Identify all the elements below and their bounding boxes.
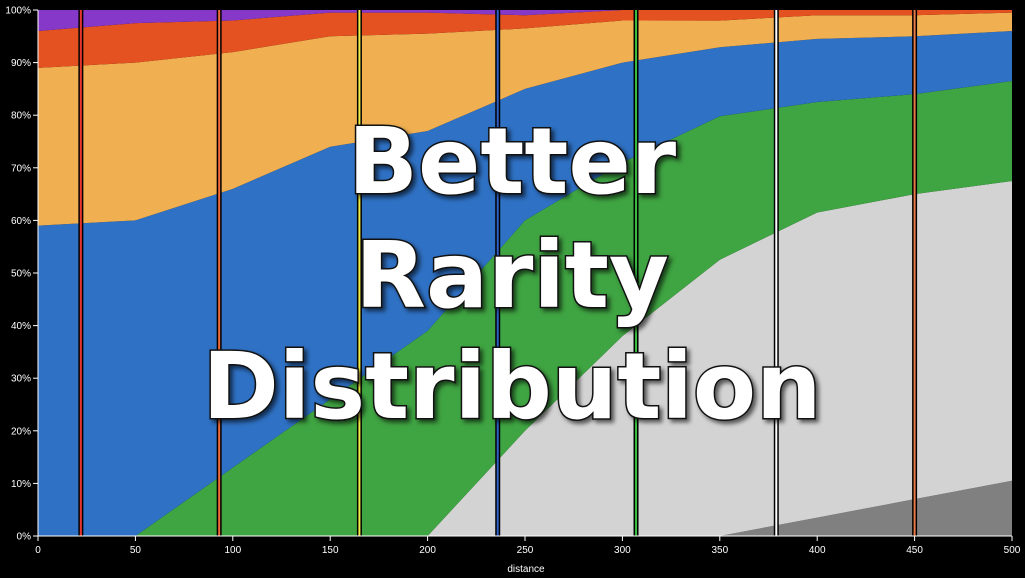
- overlay-title-line-3: Distribution: [202, 333, 821, 440]
- x-tick-label: 250: [517, 545, 534, 556]
- area-series-2: [38, 180, 1012, 536]
- x-tick-label: 100: [224, 545, 241, 556]
- y-tick-label: 90%: [11, 58, 31, 69]
- y-tick-label: 30%: [11, 374, 31, 385]
- y-tick-label: 80%: [11, 111, 31, 122]
- y-ticks: 0% 10% 20% 30% 40% 50% 60% 70% 80% 90% 100%: [5, 6, 38, 543]
- x-tick-label: 200: [419, 545, 436, 556]
- x-tick-label: 400: [809, 545, 826, 556]
- area-series-6: [38, 10, 1012, 68]
- overlay-title-line-1: Better: [348, 108, 677, 215]
- area-series-5: [38, 12, 1012, 226]
- axes-group: 0 50 100 150 200 250 300 350 400 450 500 0% 10% 20% 3…: [5, 6, 1020, 576]
- x-tick-label: 350: [711, 545, 728, 556]
- area-series-3: [38, 81, 1012, 536]
- y-tick-label: 100%: [5, 6, 31, 17]
- x-tick-label: 50: [130, 545, 142, 556]
- x-tick-label: 500: [1004, 545, 1021, 556]
- x-tick-label: 450: [906, 545, 923, 556]
- x-tick-label: 300: [614, 545, 631, 556]
- x-tick-label: 150: [322, 545, 339, 556]
- y-tick-label: 10%: [11, 479, 31, 490]
- marker-lines-group: [78, 10, 918, 536]
- area-series-7: [38, 10, 1012, 32]
- y-tick-label: 20%: [11, 426, 31, 437]
- y-tick-label: 70%: [11, 163, 31, 174]
- x-axis-title: distance: [507, 564, 545, 575]
- y-tick-label: 60%: [11, 216, 31, 227]
- x-ticks: 0 50 100 150 200 250 300 350 400 450 500: [35, 536, 1021, 556]
- x-tick-label: 0: [35, 545, 41, 556]
- overlay-title: Better Rarity Distribution: [201, 107, 823, 442]
- y-tick-label: 0%: [17, 532, 32, 543]
- y-tick-label: 50%: [11, 269, 31, 280]
- overlay-title-line-2: Rarity: [355, 222, 669, 329]
- area-series-4: [38, 31, 1012, 536]
- y-tick-label: 40%: [11, 321, 31, 332]
